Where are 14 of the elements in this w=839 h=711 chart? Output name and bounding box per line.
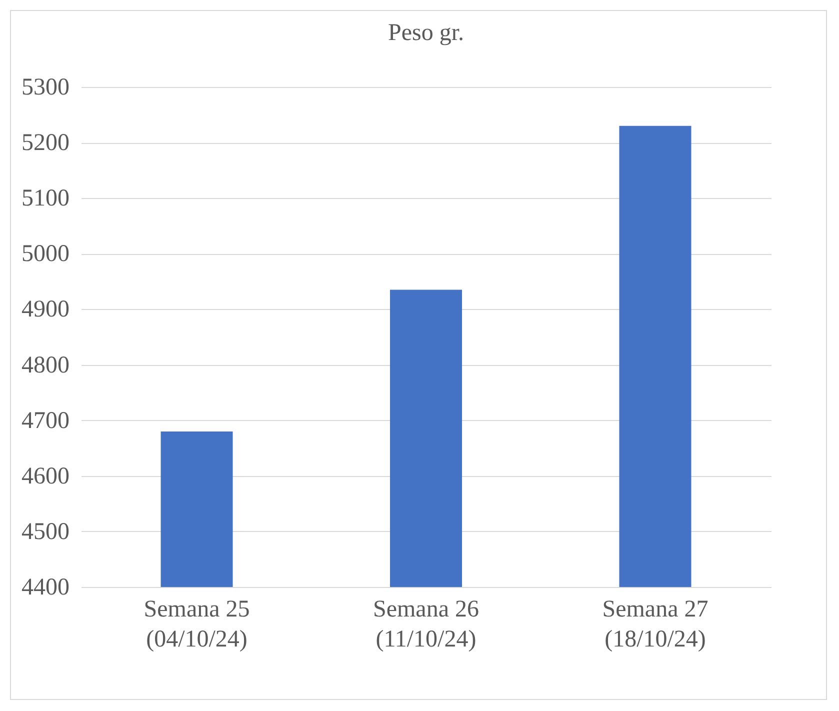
x-tick-label: Semana 25 (04/10/24) <box>144 596 250 652</box>
y-tick-label: 4900 <box>22 296 70 323</box>
y-tick-label: 5300 <box>22 74 70 100</box>
y-tick-label: 4800 <box>22 352 70 378</box>
chart-title: Peso gr. <box>388 20 464 46</box>
y-tick-label: 4600 <box>22 463 70 490</box>
y-tick-label: 5000 <box>22 241 70 268</box>
x-tick-label: Semana 27 (18/10/24) <box>602 596 708 652</box>
y-tick-label: 5100 <box>22 186 70 212</box>
x-tick-label: Semana 26 (11/10/24) <box>373 596 479 652</box>
y-tick-label: 5200 <box>22 130 70 156</box>
y-tick-label: 4700 <box>22 408 70 434</box>
y-tick-label: 4400 <box>22 574 70 600</box>
y-tick-label: 4500 <box>22 518 70 545</box>
